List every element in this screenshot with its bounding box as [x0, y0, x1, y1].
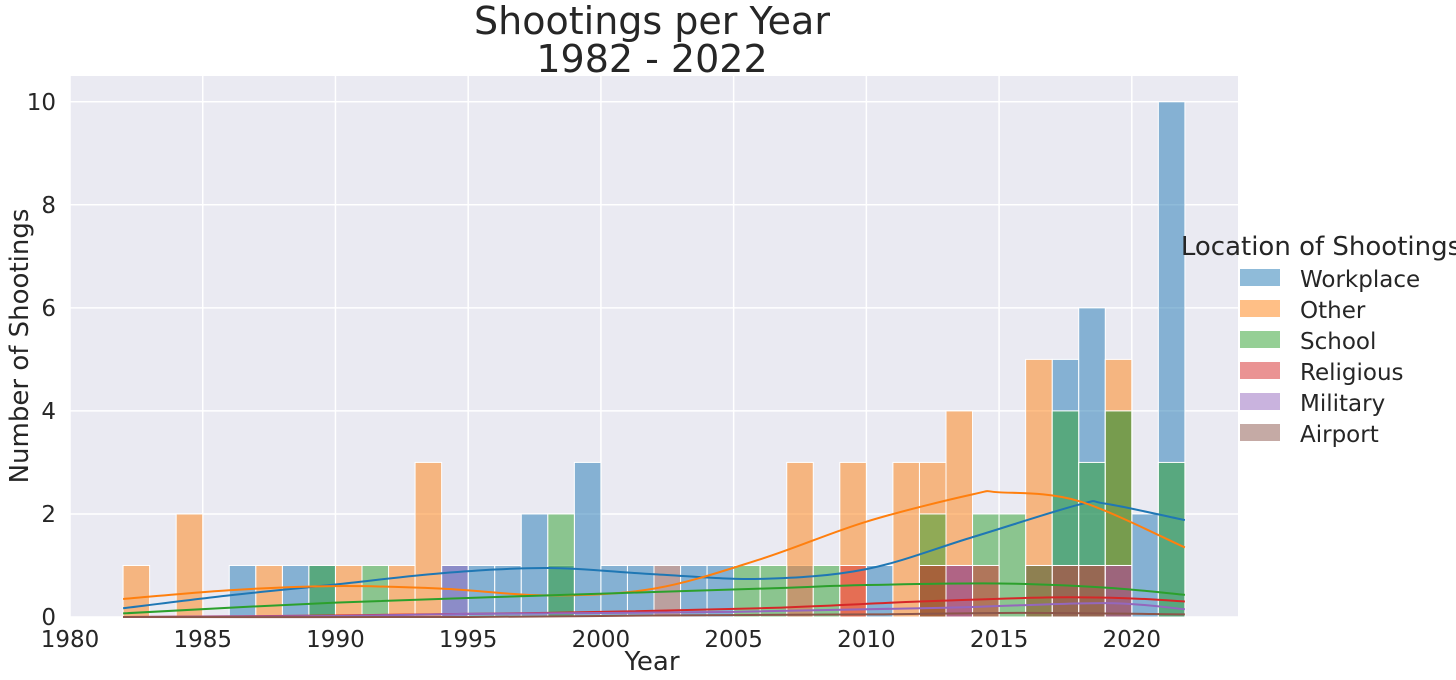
bar-other	[388, 564, 416, 618]
legend-label-religious: Religious	[1300, 360, 1404, 386]
x-tick-label: 2015	[970, 627, 1029, 653]
bar-school	[998, 513, 1027, 618]
legend-label-airport: Airport	[1300, 422, 1379, 448]
bar-other	[786, 461, 814, 618]
x-tick-label: 2000	[572, 627, 631, 653]
bar-other	[122, 564, 151, 618]
x-tick-label: 1980	[41, 627, 100, 653]
bar-religious	[972, 564, 1000, 618]
bar-religious	[918, 564, 947, 618]
bar-religious	[1051, 564, 1080, 618]
legend-swatch-religious	[1240, 362, 1280, 379]
bar-other	[892, 461, 920, 618]
x-tick-label: 1995	[439, 627, 498, 653]
bar-airport	[1025, 564, 1053, 618]
x-tick-label: 2010	[837, 627, 896, 653]
bar-school	[361, 564, 390, 618]
legend-swatch-workplace	[1240, 269, 1280, 286]
chart-title-line-2: 1982 - 2022	[536, 37, 767, 81]
legend-swatch-airport	[1240, 424, 1280, 441]
bar-workplace	[600, 564, 628, 618]
legend-swatch-military	[1240, 393, 1280, 410]
bar-military	[1104, 564, 1133, 618]
y-tick-label: 6	[41, 296, 56, 322]
bar-other	[414, 461, 443, 618]
kde-curves	[122, 490, 1186, 619]
bar-other	[334, 564, 363, 618]
bar-school	[308, 564, 336, 618]
y-tick-label: 4	[41, 399, 56, 425]
bar-school	[547, 513, 575, 618]
legend-swatch-school	[1240, 331, 1280, 348]
legend-label-other: Other	[1300, 298, 1366, 324]
y-tick-label: 0	[41, 605, 56, 631]
legend: Location of Shootings Workplace Other Scho…	[1181, 232, 1456, 448]
x-tick-labels: 1980 1985 1990 1995 2000 2005 2010 2015 2020	[41, 627, 1161, 653]
legend-title: Location of Shootings	[1181, 232, 1456, 262]
kde-other	[123, 490, 1186, 600]
y-tick-label: 8	[41, 193, 56, 219]
x-tick-label: 2020	[1103, 627, 1162, 653]
bar-workplace	[281, 564, 310, 618]
kde-military	[123, 602, 1185, 618]
kde-school	[123, 582, 1186, 615]
kde-airport	[123, 611, 1185, 619]
chart-title-line-1: Shootings per Year	[474, 0, 830, 43]
bar-military	[945, 564, 974, 618]
y-tick-label: 2	[41, 502, 56, 528]
x-tick-label: 2005	[704, 627, 763, 653]
bar-workplace	[228, 564, 257, 618]
bar-school	[759, 564, 788, 618]
y-tick-labels: 0 2 4 6 8 10	[27, 90, 56, 631]
x-tick-label: 1990	[306, 627, 365, 653]
y-tick-label: 10	[27, 90, 56, 116]
x-axis-label: Year	[623, 647, 679, 677]
bar-religious	[1078, 564, 1106, 618]
bar-workplace	[520, 513, 549, 618]
legend-label-school: School	[1300, 329, 1376, 355]
legend-label-workplace: Workplace	[1300, 267, 1420, 293]
legend-swatch-other	[1240, 300, 1280, 317]
bar-workplace	[494, 564, 522, 618]
x-tick-label: 1985	[173, 627, 232, 653]
y-axis-label: Number of Shootings	[5, 209, 35, 484]
legend-label-military: Military	[1300, 391, 1385, 417]
bar-school	[1157, 461, 1186, 618]
